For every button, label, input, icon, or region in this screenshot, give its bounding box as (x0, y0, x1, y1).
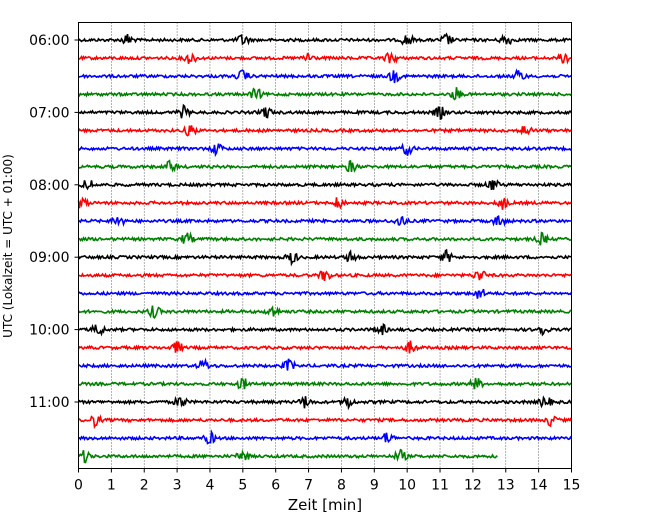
trace-line (78, 159, 572, 173)
x-tick-label: 13 (497, 478, 515, 494)
trace-line (78, 357, 572, 371)
x-tick-label: 4 (206, 478, 215, 494)
y-axis-ticks: 06:00 07:00 08:00 09:00 10:00 11:00 (29, 33, 79, 411)
trace-line (77, 196, 573, 210)
trace-line (78, 231, 572, 246)
x-axis-label: Zeit [min] (288, 496, 362, 514)
trace-line (78, 429, 573, 445)
x-tick-label: 11 (431, 478, 449, 494)
trace-line (78, 103, 573, 121)
x-axis-ticks: 0 1 2 3 4 5 6 7 8 9 10 11 12 13 14 15 (74, 468, 581, 494)
trace-line (77, 248, 572, 267)
x-tick-label: 14 (530, 478, 548, 494)
trace-line (77, 142, 573, 158)
trace-line (77, 125, 573, 137)
y-axis-label: UTC (Lokalzeit = UTC + 01:00) (1, 154, 15, 338)
y-tick-label: 10:00 (29, 323, 69, 339)
x-tick-label: 15 (563, 478, 581, 494)
trace-line (78, 68, 572, 84)
trace-line (77, 305, 572, 319)
y-tick-label: 08:00 (29, 178, 69, 194)
x-tick-label: 0 (74, 478, 83, 494)
x-tick-label: 9 (370, 478, 379, 494)
trace-line (78, 179, 573, 191)
x-tick-label: 7 (304, 478, 313, 494)
x-tick-label: 6 (271, 478, 280, 494)
x-tick-label: 5 (238, 478, 247, 494)
trace-line (77, 32, 572, 46)
trace-line (78, 322, 572, 337)
trace-line (77, 448, 498, 464)
y-tick-label: 06:00 (29, 33, 69, 49)
x-tick-label: 1 (107, 478, 116, 494)
trace-line (78, 214, 572, 228)
x-tick-label: 3 (173, 478, 182, 494)
x-tick-label: 12 (464, 478, 482, 494)
x-tick-label: 8 (337, 478, 346, 494)
seismic-traces (77, 32, 573, 464)
trace-line (78, 288, 573, 299)
y-tick-label: 09:00 (29, 250, 69, 266)
x-tick-label: 10 (398, 478, 416, 494)
trace-line (78, 270, 572, 282)
y-tick-label: 11:00 (29, 395, 69, 411)
trace-line (78, 51, 572, 65)
plot-frame (78, 22, 572, 469)
trace-line (78, 377, 572, 390)
trace-line (77, 414, 573, 430)
trace-line (77, 395, 572, 411)
vertical-grid (111, 22, 539, 469)
trace-line (77, 340, 573, 354)
y-tick-label: 07:00 (29, 105, 69, 121)
x-tick-label: 2 (140, 478, 149, 494)
trace-line (77, 87, 573, 101)
